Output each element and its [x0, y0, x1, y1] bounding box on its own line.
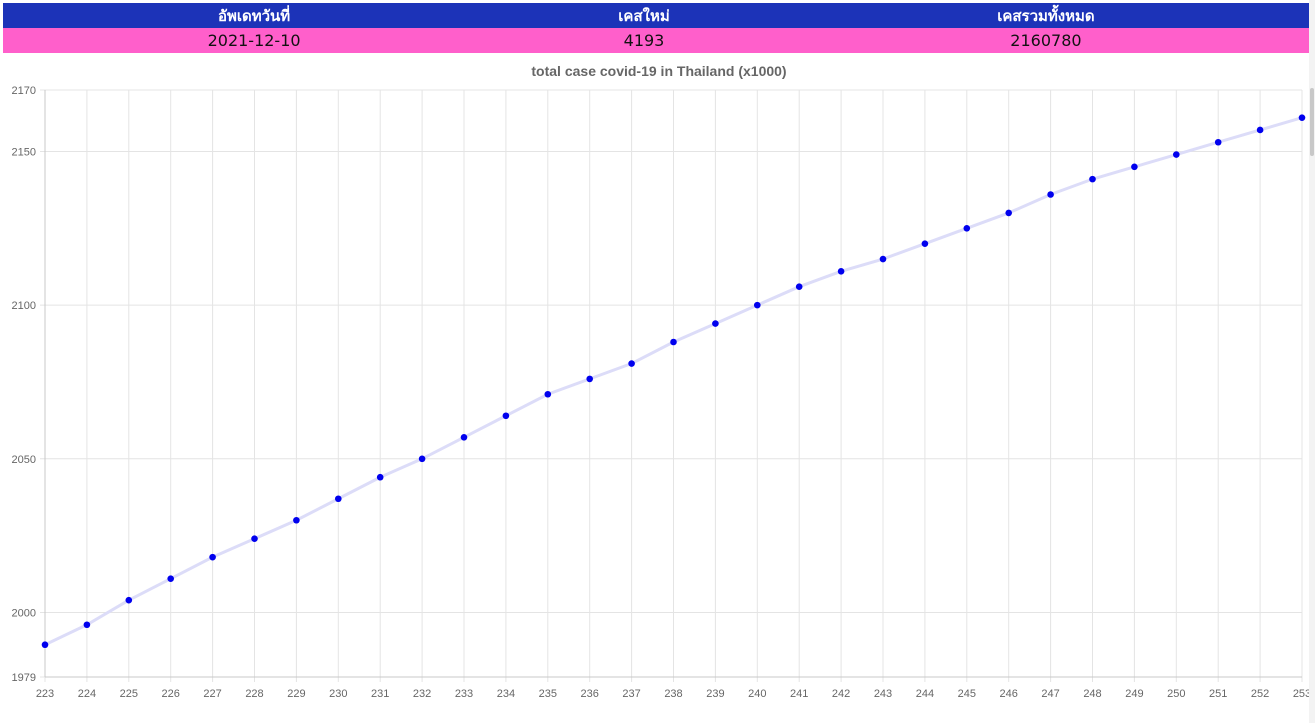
- data-point: [963, 224, 971, 232]
- data-point: [1005, 209, 1012, 217]
- x-tick-label: 249: [1125, 688, 1143, 700]
- y-tick-label: 2100: [12, 300, 36, 312]
- x-tick-label: 235: [539, 688, 557, 700]
- x-tick-label: 236: [581, 688, 599, 700]
- value-new-cases: 4193: [505, 28, 783, 53]
- header-new-cases: เคสใหม่: [505, 3, 783, 28]
- summary-value-row: 2021-12-10 4193 2160780: [3, 28, 1309, 53]
- data-point: [837, 268, 845, 275]
- data-point: [209, 553, 216, 561]
- x-tick-label: 233: [455, 688, 473, 700]
- data-point: [502, 412, 510, 420]
- data-point: [418, 455, 426, 463]
- y-tick-label: 1979: [12, 672, 36, 684]
- x-tick-label: 242: [832, 688, 850, 700]
- data-point: [586, 375, 593, 383]
- x-tick-label: 247: [1041, 688, 1059, 700]
- x-tick-label: 227: [203, 688, 221, 700]
- x-tick-label: 241: [790, 688, 808, 700]
- header-total-cases: เคสรวมทั้งหมด: [782, 3, 1309, 28]
- data-point: [335, 495, 342, 503]
- data-point: [125, 596, 133, 604]
- summary-header-row: อัพเดทวันที่ เคสใหม่ เคสรวมทั้งหมด: [3, 3, 1309, 28]
- data-point: [670, 338, 677, 346]
- x-tick-label: 231: [371, 688, 389, 700]
- x-tick-label: 251: [1209, 688, 1227, 700]
- y-tick-label: 2170: [12, 85, 36, 97]
- data-point: [1214, 138, 1222, 146]
- chart-title: total case covid-19 in Thailand (x1000): [531, 63, 786, 79]
- x-tick-label: 237: [622, 688, 640, 700]
- x-tick-label: 239: [706, 688, 724, 700]
- scrollbar-thumb[interactable]: [1310, 88, 1314, 156]
- y-tick-label: 2050: [12, 454, 36, 466]
- x-tick-label: 253: [1293, 688, 1309, 700]
- x-tick-label: 225: [120, 688, 138, 700]
- data-point: [1173, 151, 1180, 158]
- data-point: [879, 255, 887, 263]
- data-point: [1089, 175, 1096, 183]
- data-point: [83, 621, 91, 629]
- x-tick-label: 232: [413, 688, 431, 700]
- x-tick-label: 223: [36, 688, 54, 700]
- data-point: [293, 516, 300, 524]
- x-tick-label: 228: [245, 688, 263, 700]
- x-tick-label: 245: [958, 688, 976, 700]
- data-point: [544, 390, 552, 398]
- x-tick-label: 240: [748, 688, 766, 700]
- data-point: [628, 360, 635, 367]
- y-tick-label: 2150: [12, 146, 36, 158]
- data-point: [41, 641, 49, 649]
- data-point: [921, 240, 929, 247]
- summary-table: อัพเดทวันที่ เคสใหม่ เคสรวมทั้งหมด 2021-…: [3, 3, 1309, 53]
- x-tick-label: 243: [874, 688, 892, 700]
- chart-axes: 223 224 225 226 227 228 229 230 231 232 233 234 235 2…: [12, 85, 1309, 700]
- data-point: [754, 301, 761, 309]
- value-update-date: 2021-12-10: [3, 28, 506, 53]
- x-tick-label: 246: [1000, 688, 1018, 700]
- header-update-date: อัพเดทวันที่: [3, 3, 506, 28]
- chart-grid: [40, 89, 1303, 682]
- x-tick-label: 250: [1167, 688, 1185, 700]
- data-point: [1047, 191, 1054, 198]
- data-point: [167, 575, 174, 582]
- data-point: [795, 283, 803, 290]
- data-point: [251, 535, 258, 543]
- x-tick-label: 224: [78, 688, 96, 700]
- data-point: [1131, 163, 1138, 171]
- chart-series: [41, 114, 1306, 649]
- x-tick-label: 229: [287, 688, 305, 700]
- x-tick-label: 234: [497, 688, 515, 700]
- data-point: [460, 433, 468, 441]
- x-tick-label: 252: [1251, 688, 1269, 700]
- y-tick-label: 2000: [12, 607, 36, 619]
- x-tick-label: 238: [664, 688, 682, 700]
- x-tick-label: 248: [1083, 688, 1101, 700]
- data-point: [376, 473, 384, 481]
- page-scrollbar[interactable]: [1309, 0, 1315, 723]
- data-point: [712, 320, 719, 327]
- x-tick-label: 230: [329, 688, 347, 700]
- value-total-cases: 2160780: [782, 28, 1309, 53]
- x-tick-label: 226: [162, 688, 180, 700]
- data-point: [1298, 114, 1306, 121]
- data-point: [1256, 126, 1264, 134]
- x-tick-label: 244: [916, 688, 934, 700]
